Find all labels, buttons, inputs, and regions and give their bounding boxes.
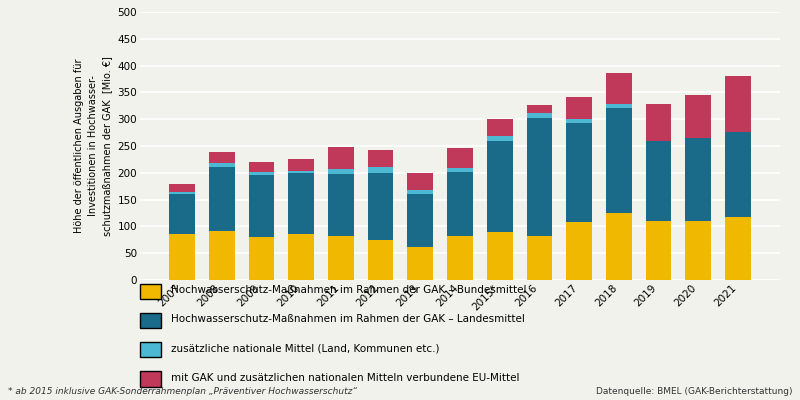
- Bar: [725, 217, 751, 280]
- Bar: [487, 232, 513, 280]
- Bar: [288, 171, 314, 173]
- Bar: [407, 173, 433, 190]
- Bar: [288, 159, 314, 171]
- Bar: [407, 194, 433, 247]
- Bar: [646, 104, 671, 141]
- Bar: [169, 184, 195, 192]
- Bar: [368, 240, 394, 280]
- Bar: [288, 234, 314, 280]
- Bar: [169, 234, 195, 280]
- Text: * ab 2015 inklusive GAK-Sonderrahmenplan „Präventiver Hochwasserschutz“: * ab 2015 inklusive GAK-Sonderrahmenplan…: [8, 387, 357, 396]
- Bar: [526, 118, 552, 236]
- Bar: [487, 119, 513, 136]
- Bar: [328, 147, 354, 168]
- Bar: [487, 141, 513, 232]
- Text: Hochwasserschutz-Maßnahmen im Rahmen der GAK – Bundesmittel: Hochwasserschutz-Maßnahmen im Rahmen der…: [171, 285, 526, 295]
- Text: zusätzliche nationale Mittel (Land, Kommunen etc.): zusätzliche nationale Mittel (Land, Komm…: [171, 344, 440, 354]
- Bar: [447, 236, 473, 280]
- Bar: [328, 236, 354, 280]
- Bar: [209, 231, 234, 280]
- Y-axis label: Höhe der öffentlichen Ausgaben für
Investitionen in Hochwasser-
schutzmaßnahmen : Höhe der öffentlichen Ausgaben für Inves…: [74, 56, 112, 236]
- Bar: [249, 176, 274, 237]
- Bar: [686, 95, 711, 138]
- Bar: [249, 162, 274, 172]
- Bar: [169, 192, 195, 194]
- Bar: [526, 113, 552, 118]
- Bar: [368, 173, 394, 240]
- Bar: [407, 247, 433, 280]
- Bar: [566, 123, 592, 222]
- Bar: [169, 194, 195, 234]
- Bar: [606, 104, 632, 108]
- Bar: [566, 222, 592, 280]
- Bar: [368, 150, 394, 168]
- Bar: [566, 119, 592, 123]
- Bar: [328, 174, 354, 236]
- Bar: [686, 221, 711, 280]
- Bar: [209, 163, 234, 168]
- Bar: [249, 237, 274, 280]
- Bar: [487, 136, 513, 141]
- Bar: [646, 141, 671, 221]
- Bar: [646, 221, 671, 280]
- Bar: [447, 172, 473, 236]
- Bar: [725, 132, 751, 217]
- Bar: [209, 168, 234, 231]
- Text: Hochwasserschutz-Maßnahmen im Rahmen der GAK – Landesmittel: Hochwasserschutz-Maßnahmen im Rahmen der…: [171, 314, 525, 324]
- FancyBboxPatch shape: [140, 313, 161, 328]
- Bar: [606, 213, 632, 280]
- Bar: [725, 76, 751, 132]
- Bar: [407, 190, 433, 194]
- Bar: [288, 173, 314, 234]
- Bar: [606, 108, 632, 213]
- Text: Datenquelle: BMEL (GAK-Berichterstattung): Datenquelle: BMEL (GAK-Berichterstattung…: [595, 387, 792, 396]
- Bar: [566, 97, 592, 119]
- Bar: [249, 172, 274, 176]
- Bar: [686, 138, 711, 221]
- Bar: [606, 73, 632, 104]
- Bar: [368, 168, 394, 173]
- Text: mit GAK und zusätzlichen nationalen Mitteln verbundene EU-Mittel: mit GAK und zusätzlichen nationalen Mitt…: [171, 373, 520, 382]
- Bar: [209, 152, 234, 163]
- Bar: [447, 148, 473, 168]
- Bar: [526, 105, 552, 113]
- FancyBboxPatch shape: [140, 371, 161, 386]
- Bar: [328, 168, 354, 174]
- FancyBboxPatch shape: [140, 342, 161, 358]
- Bar: [447, 168, 473, 172]
- Bar: [526, 236, 552, 280]
- FancyBboxPatch shape: [140, 284, 161, 299]
